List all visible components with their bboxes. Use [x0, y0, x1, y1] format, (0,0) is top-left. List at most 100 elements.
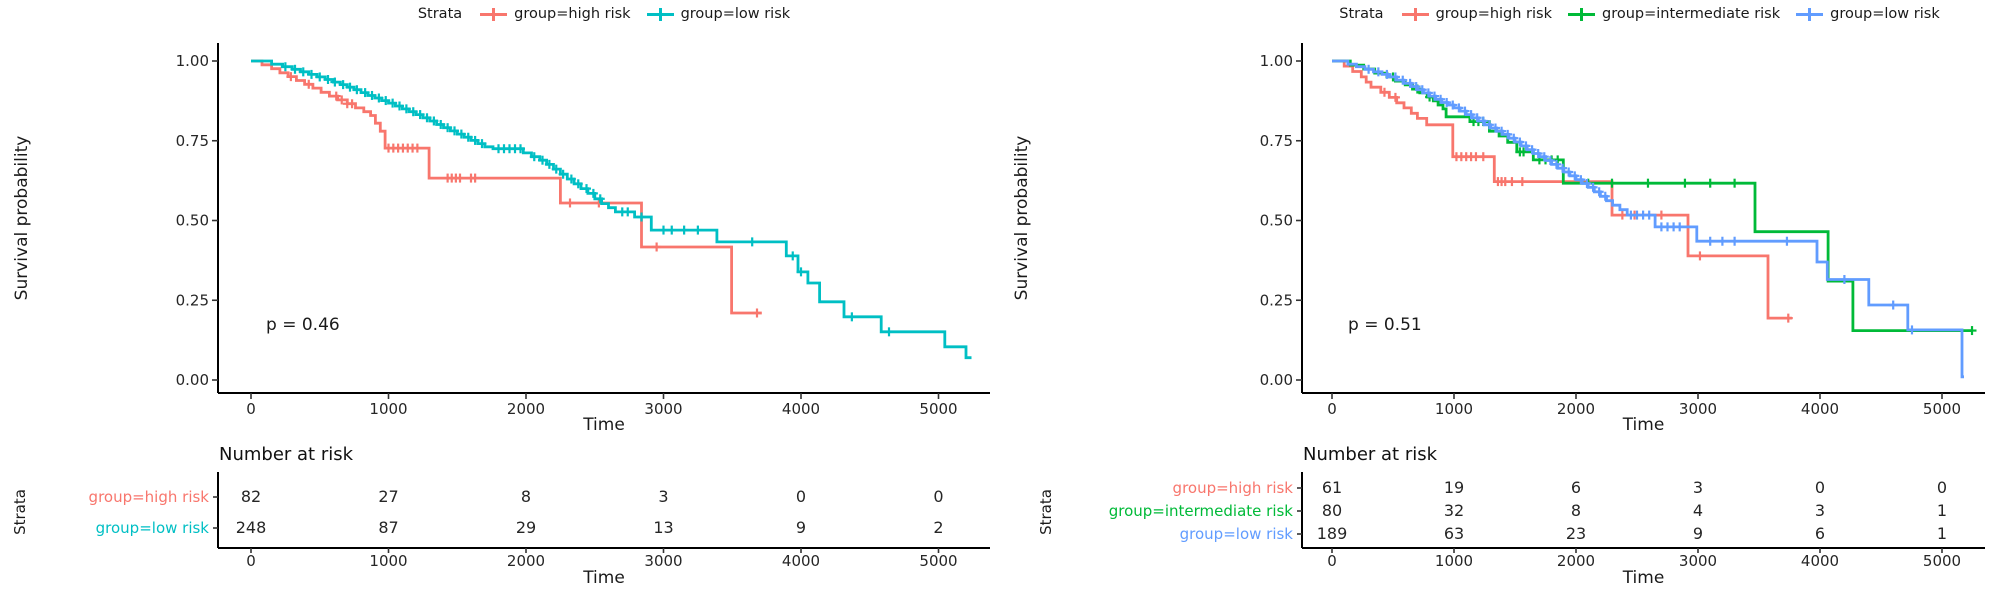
legend-entry: group=high risk — [480, 6, 631, 22]
legend-title: Strata — [417, 6, 463, 22]
risk-count: 1 — [1937, 501, 1947, 520]
y-tick-label: 0.75 — [1260, 132, 1293, 150]
risk-table-tick-label: 4000 — [1801, 552, 1839, 570]
risk-count: 87 — [378, 518, 398, 537]
legend-key-line-icon — [1568, 7, 1596, 21]
y-tick-label: 0.25 — [176, 291, 209, 309]
risk-count: 1 — [1937, 524, 1947, 543]
risk-count: 6 — [1815, 524, 1825, 543]
legend-entries-right: group=high risk group=intermediate risk gr… — [1401, 6, 1940, 22]
risk-row-label: group=low risk — [96, 519, 210, 537]
risk-row-label: group=low risk — [1180, 525, 1294, 543]
legend-entry: group=low risk — [646, 6, 791, 22]
risk-table-strata-label-left: Strata — [11, 489, 29, 535]
risk-count: 0 — [1937, 478, 1947, 497]
risk-count: 32 — [1444, 501, 1464, 520]
x-tick-label: 1000 — [369, 400, 407, 418]
risk-count: 23 — [1566, 524, 1586, 543]
risk-row-label: group=intermediate risk — [1109, 502, 1294, 520]
y-tick-label: 0.25 — [1260, 291, 1293, 309]
risk-count: 19 — [1444, 478, 1464, 497]
risk-count: 4 — [1693, 501, 1703, 520]
legend-entry: group=low risk — [1796, 6, 1940, 22]
right-survival-panel: 1.000.750.500.250.000 1000 2000 3000 4000 500… — [1109, 43, 1985, 570]
x-tick-label: 3000 — [1679, 400, 1717, 418]
legend-entry-label: group=high risk — [514, 6, 631, 22]
risk-count: 27 — [378, 487, 398, 506]
survival-curve-group-intermediate-risk — [1332, 59, 1972, 332]
censor-marks-group-high-risk — [1379, 87, 1793, 323]
legend-entry-label: group=low risk — [1830, 6, 1940, 22]
x-tick-label: 2000 — [1557, 400, 1595, 418]
risk-count: 0 — [796, 487, 806, 506]
legend-title: Strata — [1339, 6, 1384, 22]
risk-count: 0 — [933, 487, 943, 506]
legend-key-line-icon — [1796, 7, 1824, 21]
censor-marks-group-high-risk — [286, 72, 762, 318]
risk-table-title-right: Number at risk — [1303, 444, 1438, 465]
y-tick-label: 0.50 — [176, 212, 209, 230]
risk-table-tick-label: 0 — [1327, 552, 1337, 570]
legend-right: Strata group=high risk group=intermediate… — [1292, 2, 1987, 26]
risk-table-tick-label: 3000 — [1679, 552, 1717, 570]
legend-key-line-icon — [1401, 7, 1429, 21]
risk-table-tick-label: 0 — [246, 552, 256, 570]
x-axis-title-left: Time — [583, 415, 625, 435]
risk-count: 9 — [1693, 524, 1703, 543]
risk-count: 13 — [653, 518, 673, 537]
risk-table-strata-label-right: Strata — [1037, 489, 1055, 535]
risk-table-tick-label: 1000 — [369, 552, 407, 570]
x-axis-title-right: Time — [1622, 415, 1665, 435]
risk-table-title-left: Number at risk — [219, 444, 354, 465]
risk-count: 63 — [1444, 524, 1464, 543]
risk-table-tick-label: 1000 — [1435, 552, 1473, 570]
legend-key-line-icon — [646, 7, 674, 21]
risk-table-tick-label: 3000 — [644, 552, 682, 570]
y-tick-label: 0.00 — [176, 371, 209, 389]
legend-entry-label: group=intermediate risk — [1602, 6, 1781, 22]
x-tick-label: 0 — [1327, 400, 1337, 418]
x-tick-label: 4000 — [782, 400, 820, 418]
risk-row-label: group=high risk — [89, 488, 210, 506]
legend-entry-label: group=low risk — [680, 6, 791, 22]
x-tick-label: 0 — [246, 400, 256, 418]
risk-row-label: group=high risk — [1173, 479, 1294, 497]
legend-entry-label: group=high risk — [1435, 6, 1553, 22]
survival-curve-group-high-risk — [251, 59, 762, 315]
y-axis-title-right: Survival probability — [1012, 135, 1032, 301]
risk-count: 82 — [241, 487, 261, 506]
risk-count: 2 — [933, 518, 943, 537]
y-tick-label: 0.50 — [1260, 212, 1293, 230]
censor-marks-group-intermediate-risk — [1388, 72, 1977, 336]
risk-count: 8 — [1571, 501, 1581, 520]
x-tick-label: 1000 — [1435, 400, 1473, 418]
censor-marks-group-low-risk — [1364, 64, 1917, 335]
legend-entry: group=high risk — [1401, 6, 1553, 22]
y-tick-label: 0.75 — [176, 132, 209, 150]
legend-entry: group=intermediate risk — [1568, 6, 1780, 22]
x-tick-label: 3000 — [644, 400, 682, 418]
risk-count: 6 — [1571, 478, 1581, 497]
x-tick-label: 5000 — [919, 400, 957, 418]
survival-curve-group-high-risk — [1332, 59, 1792, 320]
risk-count: 29 — [516, 518, 536, 537]
risk-table-x-title-right: Time — [1622, 568, 1665, 588]
legend-entries-left: group=high risk group=low risk — [480, 6, 790, 22]
risk-count: 80 — [1322, 501, 1342, 520]
y-tick-label: 0.00 — [1260, 371, 1293, 389]
risk-count: 3 — [658, 487, 668, 506]
x-tick-label: 5000 — [1923, 400, 1961, 418]
risk-count: 3 — [1693, 478, 1703, 497]
risk-table-tick-label: 2000 — [1557, 552, 1595, 570]
risk-count: 189 — [1317, 524, 1348, 543]
risk-count: 61 — [1322, 478, 1342, 497]
risk-count: 248 — [236, 518, 267, 537]
risk-count: 0 — [1815, 478, 1825, 497]
risk-table-tick-label: 4000 — [782, 552, 820, 570]
y-tick-label: 1.00 — [1260, 52, 1293, 70]
risk-table-tick-label: 2000 — [507, 552, 545, 570]
